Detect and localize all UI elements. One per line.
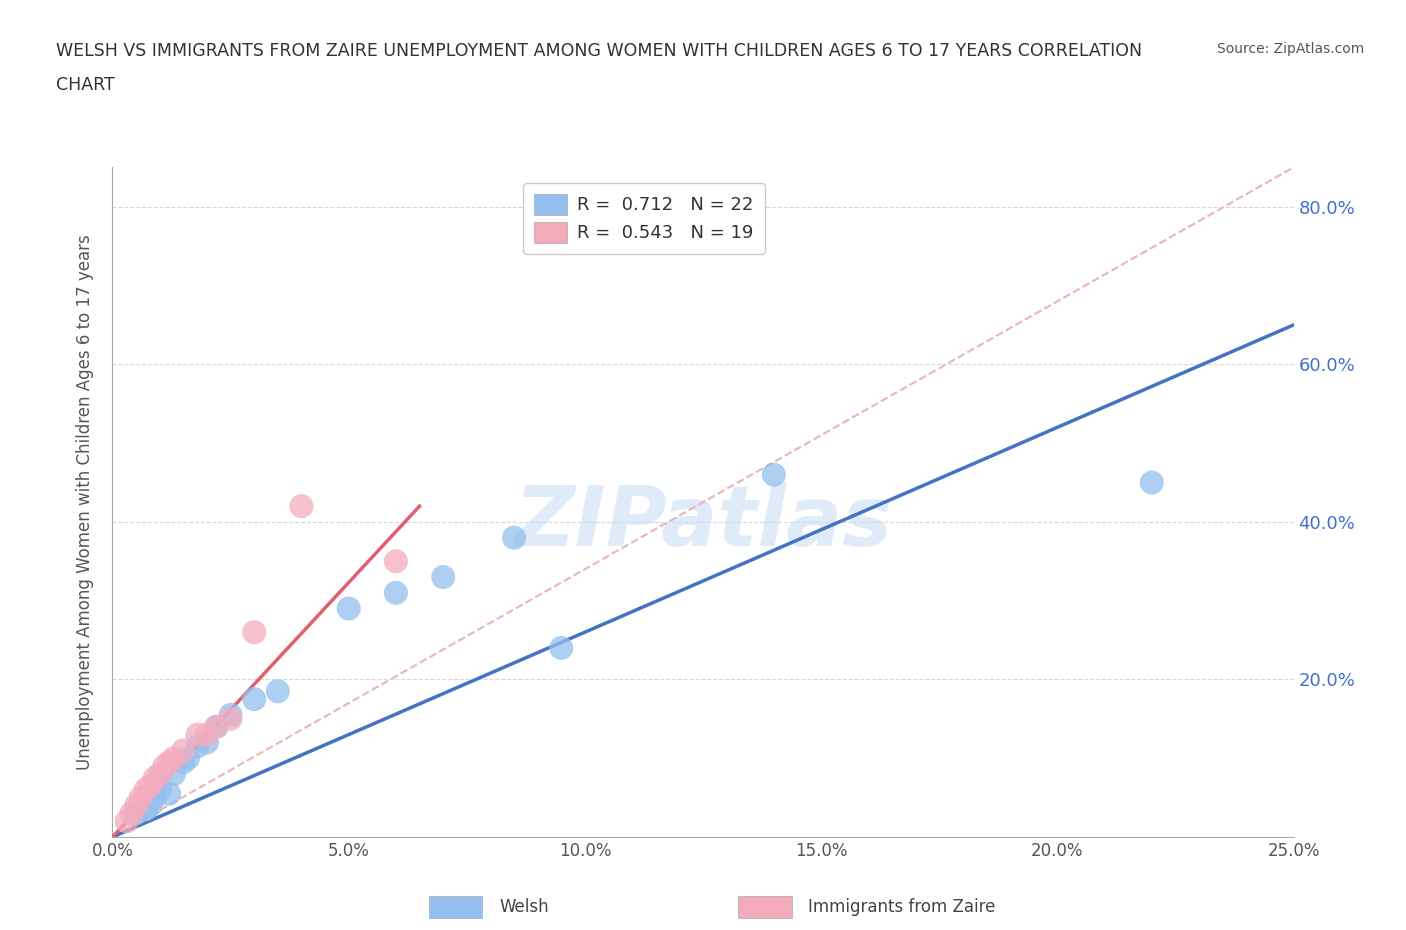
Text: Immigrants from Zaire: Immigrants from Zaire xyxy=(808,897,995,916)
Point xyxy=(149,766,172,781)
Point xyxy=(205,719,228,734)
Point xyxy=(762,467,785,482)
Point xyxy=(157,786,180,801)
Point xyxy=(385,554,408,569)
Point xyxy=(432,569,454,584)
Point xyxy=(337,601,360,616)
Point xyxy=(195,735,218,750)
Point xyxy=(143,790,166,805)
Point xyxy=(186,727,208,742)
Point xyxy=(267,684,290,698)
Point xyxy=(153,759,176,774)
Legend: R =  0.712   N = 22, R =  0.543   N = 19: R = 0.712 N = 22, R = 0.543 N = 19 xyxy=(523,183,765,254)
Point xyxy=(125,806,148,821)
Point xyxy=(177,751,200,765)
Text: Source: ZipAtlas.com: Source: ZipAtlas.com xyxy=(1216,42,1364,56)
Point xyxy=(503,530,526,545)
Point xyxy=(115,814,138,829)
Point xyxy=(139,798,162,813)
Point xyxy=(172,755,194,770)
Point xyxy=(205,719,228,734)
Point xyxy=(163,751,186,765)
Point xyxy=(139,778,162,793)
Point xyxy=(163,766,186,781)
Point xyxy=(219,711,242,726)
Y-axis label: Unemployment Among Women with Children Ages 6 to 17 years: Unemployment Among Women with Children A… xyxy=(76,234,94,770)
Point xyxy=(550,641,572,656)
Point xyxy=(135,802,157,817)
Text: Welsh: Welsh xyxy=(499,897,548,916)
Point xyxy=(243,692,266,707)
Point xyxy=(1140,475,1163,490)
Point xyxy=(290,498,312,513)
Point xyxy=(143,770,166,785)
Point xyxy=(120,806,142,821)
Point xyxy=(149,782,172,797)
Point xyxy=(243,625,266,640)
Point xyxy=(385,585,408,600)
Point xyxy=(219,708,242,723)
Text: ZIPatlas: ZIPatlas xyxy=(515,482,891,563)
Point xyxy=(195,727,218,742)
Text: WELSH VS IMMIGRANTS FROM ZAIRE UNEMPLOYMENT AMONG WOMEN WITH CHILDREN AGES 6 TO : WELSH VS IMMIGRANTS FROM ZAIRE UNEMPLOYM… xyxy=(56,42,1142,60)
Point xyxy=(129,790,152,805)
Point xyxy=(186,739,208,754)
Point xyxy=(157,755,180,770)
Point xyxy=(172,743,194,758)
Point xyxy=(135,782,157,797)
Text: CHART: CHART xyxy=(56,76,115,94)
Point xyxy=(125,798,148,813)
